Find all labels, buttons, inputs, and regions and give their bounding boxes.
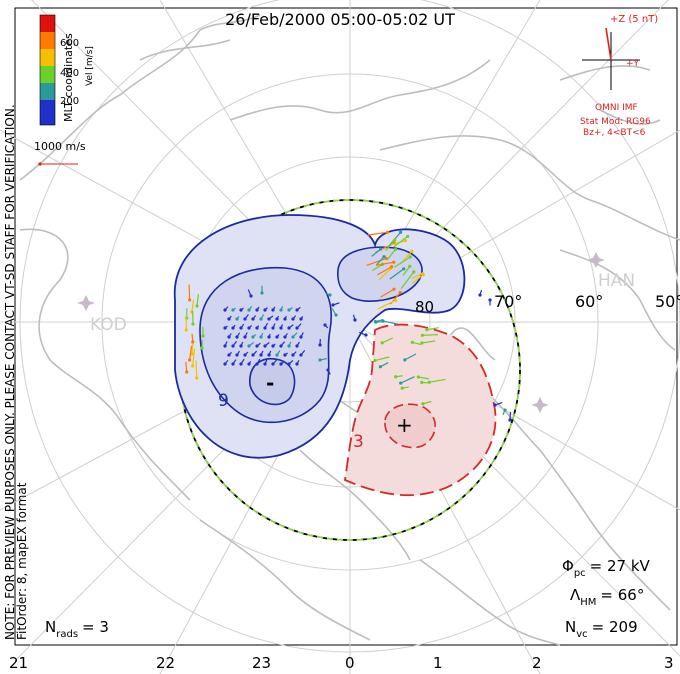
- mlt-tick-22: 22: [156, 654, 175, 672]
- latitude-label-70: 70°: [494, 292, 522, 311]
- heppner-maynard-boundary-green: [179, 199, 521, 541]
- latitude-label-50: 50°: [655, 292, 680, 311]
- map-title: 26/Feb/2000 05:00-05:02 UT: [225, 10, 455, 29]
- station-label-kod: KOD: [90, 315, 127, 335]
- colorbar-swatch-5: [40, 100, 55, 125]
- cross-polar-potential: Φpc = 27 kV: [562, 557, 651, 579]
- velocity-scale-label: 1000 m/s: [34, 140, 86, 153]
- negative-contour-secondary: [337, 246, 423, 302]
- colorbar-swatch-2: [40, 49, 55, 66]
- contour-label-negative: 9: [218, 391, 229, 411]
- fit-order-note: FitOrder: 8, mapEX format: [15, 482, 29, 640]
- mlt-tick-1: 1: [433, 654, 443, 672]
- potential-max-marker: +: [396, 413, 413, 437]
- plot-frame: [14, 7, 678, 646]
- colorbar-swatch-0: [40, 15, 55, 32]
- potential-min-marker: -: [266, 371, 274, 395]
- positive-contour-inner: [384, 403, 436, 449]
- latitude-label-60: 60°: [575, 292, 603, 311]
- velocity-colorbar: [39, 14, 56, 126]
- mlt-tick-2: 2: [532, 654, 542, 672]
- colorbar-tick-200: 200: [60, 96, 79, 107]
- preview-note: NOTE: FOR PREVIEW PURPOSES ONLY. PLEASE …: [3, 104, 17, 640]
- latitude-label-80: 80: [415, 298, 434, 316]
- imf-source-label: OMNI IMF: [595, 103, 638, 113]
- vector-count: Nvc = 209: [565, 618, 638, 640]
- mlt-tick-21: 21: [9, 654, 28, 672]
- mlt-tick-0: 0: [345, 654, 355, 672]
- velocity-vectors: [184, 230, 512, 422]
- mlt-coordinates-label: MLT coordinates: [62, 33, 75, 122]
- imf-condition-label: Bz+, 4<BT<6: [583, 128, 646, 138]
- colorbar-tick-400: 400: [60, 68, 79, 79]
- mlt-tick-3: 3: [664, 654, 674, 672]
- colorbar-swatch-1: [40, 32, 55, 49]
- colorbar-label: Vel [m/s]: [85, 46, 95, 86]
- colorbar-swatch-4: [40, 83, 55, 100]
- radar-count: Nrads = 3: [45, 618, 109, 640]
- hmb-latitude: ΛHM = 66°: [570, 586, 644, 608]
- imf-y-label: +Y: [626, 59, 640, 69]
- mlt-tick-23: 23: [252, 654, 271, 672]
- imf-clock: [582, 27, 640, 90]
- station-markers: [77, 252, 605, 413]
- colorbar-tick-600: 600: [60, 38, 79, 49]
- mlt-axis: 21 22 23 0 1 2 3: [9, 654, 674, 672]
- colorbar-swatch-3: [40, 66, 55, 83]
- imf-vector: [605, 27, 612, 61]
- station-label-han: HAN: [598, 271, 635, 291]
- imf-z-label: +Z (5 nT): [610, 14, 658, 25]
- contour-label-positive: 3: [353, 432, 364, 452]
- stat-model-label: Stat Mod: RG96: [580, 117, 651, 127]
